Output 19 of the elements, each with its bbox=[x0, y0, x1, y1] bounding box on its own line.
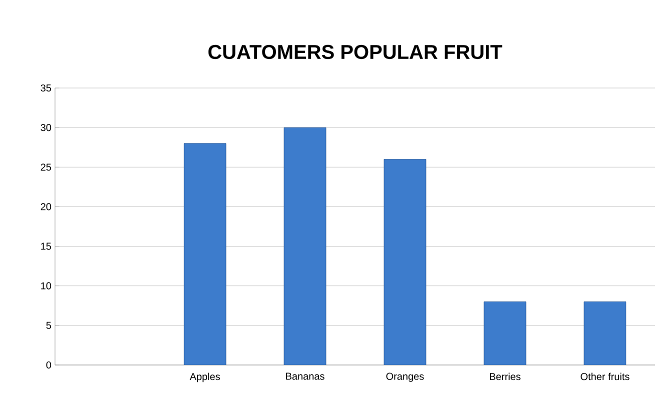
x-tick-label: Oranges bbox=[386, 372, 424, 382]
bar bbox=[384, 159, 426, 365]
y-tick-label: 15 bbox=[41, 242, 52, 250]
y-tick-label: 10 bbox=[41, 282, 52, 290]
bar bbox=[484, 301, 526, 365]
y-tick-label: 5 bbox=[46, 322, 52, 329]
y-tick-label: 0 bbox=[46, 361, 52, 369]
y-tick-label: 35 bbox=[40, 84, 52, 92]
y-tick-label: 25 bbox=[40, 164, 52, 171]
x-tick-label: Berries bbox=[490, 372, 520, 380]
x-tick-label: Apples bbox=[190, 372, 220, 382]
x-tick-label: Other fruits bbox=[580, 372, 630, 380]
bar bbox=[584, 301, 626, 365]
y-tick-label: 30 bbox=[40, 124, 52, 132]
y-tick-label: 20 bbox=[40, 203, 52, 210]
bar bbox=[184, 143, 226, 365]
x-tick-label: Bananas bbox=[286, 372, 324, 380]
bar bbox=[284, 127, 326, 365]
chart-title: CUATOMERS POPULAR FRUIT bbox=[208, 44, 502, 60]
